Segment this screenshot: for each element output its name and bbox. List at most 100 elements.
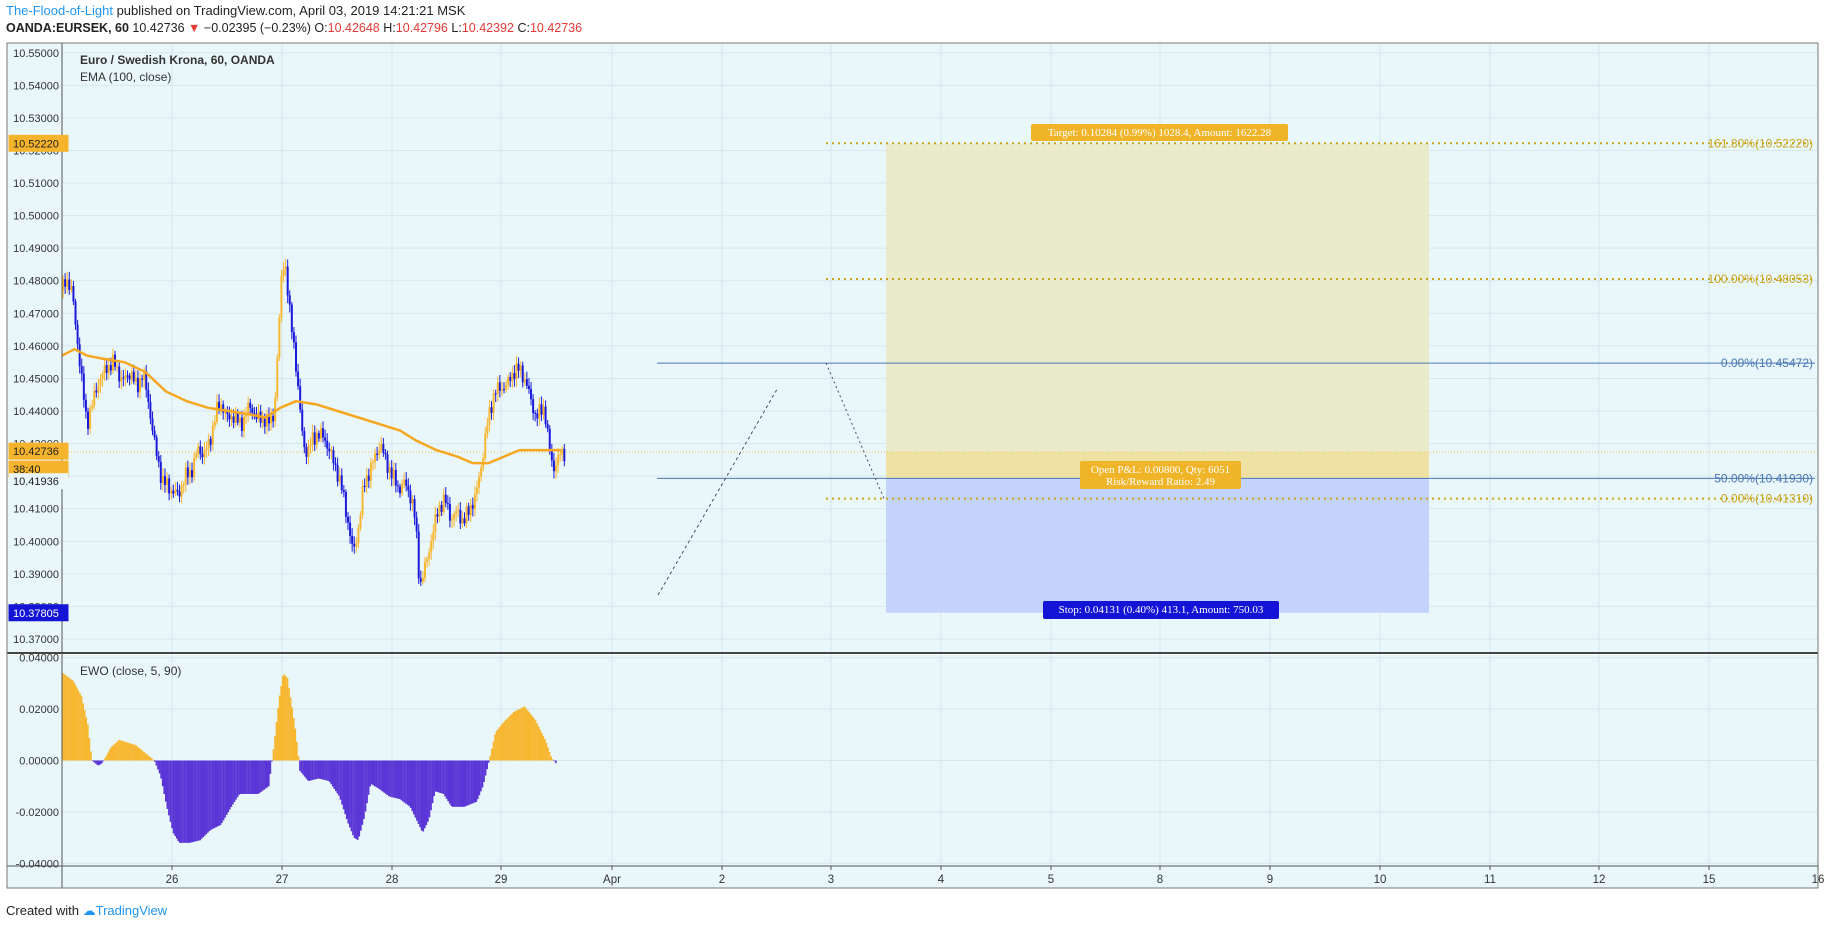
candle-down [122, 377, 125, 379]
candle-up [461, 518, 464, 524]
ewo-bar-negative [174, 760, 177, 836]
price-tick-label: 10.48000 [13, 276, 59, 288]
candle-down [149, 401, 152, 419]
ewo-bar-positive [540, 732, 543, 761]
ewo-bar-positive [503, 721, 506, 761]
ewo-bar-negative [369, 760, 372, 787]
low-label: L: [451, 21, 462, 35]
candle-down [178, 491, 181, 497]
ewo-bar-negative [263, 760, 265, 790]
candle-down [540, 404, 543, 415]
candle-down [267, 414, 270, 424]
author-link[interactable]: The-Flood-of-Light [6, 3, 113, 18]
ewo-bar-negative [437, 760, 440, 793]
candle-down [199, 446, 202, 455]
candle-down [334, 463, 337, 466]
candle-up [111, 354, 114, 371]
ewo-bar-negative [185, 760, 187, 843]
candle-up [276, 357, 279, 398]
candle-down [297, 371, 300, 387]
ewo-bar-negative [219, 760, 222, 826]
candle-down [413, 499, 416, 518]
candle-down [326, 440, 329, 449]
ewo-bar-negative [257, 760, 259, 794]
ewo-bar-positive [523, 706, 526, 761]
candle-down [552, 460, 555, 472]
candle-down [303, 431, 306, 448]
candle-down [126, 375, 129, 377]
ewo-bar-negative [439, 760, 442, 793]
candle-up [213, 421, 216, 426]
chart-title: Euro / Swedish Krona, 60, OANDA [80, 53, 275, 67]
ewo-bar-positive [296, 741, 298, 761]
ewo-bar-negative [193, 760, 195, 842]
ewo-bar-negative [271, 760, 273, 762]
ewo-bar-negative [194, 760, 197, 842]
candle-down [509, 376, 512, 382]
ewo-bar-negative [478, 760, 481, 796]
ewo-bar-negative [380, 760, 382, 791]
ewo-bar-negative [169, 760, 172, 822]
ewo-bar-negative [222, 760, 225, 821]
ewo-bar-positive [65, 675, 67, 761]
ewo-bar-positive [274, 735, 276, 761]
candle-down [532, 399, 535, 413]
ewo-bar-negative [249, 760, 251, 794]
tradingview-logo-icon: ☁ [82, 903, 96, 918]
candle-down [459, 509, 462, 524]
candle-up [538, 404, 541, 419]
ewo-bar-negative [328, 760, 331, 782]
candle-down [415, 517, 418, 532]
candle-up [143, 371, 146, 380]
time-tick-label: 9 [1267, 874, 1273, 886]
ewo-bar-negative [355, 760, 357, 839]
ewo-bar-positive [275, 721, 278, 761]
ewo-bar-positive [150, 758, 153, 761]
ewo-bar-negative [347, 760, 350, 824]
ewo-bar-negative [216, 760, 219, 827]
ewo-bar-positive [141, 750, 144, 761]
stop-label-box [1043, 601, 1279, 619]
candle-down [228, 414, 231, 420]
candle-up [365, 475, 368, 487]
ewo-bar-negative [155, 760, 158, 766]
ewo-bar-negative [172, 760, 175, 834]
candle-down [132, 371, 135, 382]
ewo-bar-negative [472, 760, 474, 804]
ewo-bar-positive [519, 708, 521, 761]
candle-up [203, 449, 206, 458]
tradingview-link[interactable]: TradingView [95, 903, 168, 918]
ewo-bar-positive [107, 752, 109, 761]
candle-up [220, 404, 223, 410]
candle-down [536, 413, 539, 419]
ewo-bar-positive [82, 703, 84, 761]
price-tag [8, 604, 69, 622]
candle-down [347, 516, 349, 523]
candle-down [471, 504, 474, 509]
ewo-bar-negative [218, 760, 220, 826]
candle-up [311, 432, 314, 445]
ewo-bar-negative [394, 760, 396, 798]
candle-down [563, 448, 566, 462]
candle-down [249, 402, 252, 409]
candle-up [238, 417, 241, 423]
candle-down [236, 411, 239, 423]
ewo-bar-negative [161, 760, 164, 787]
candle-up [359, 514, 362, 529]
candle-down [147, 389, 150, 402]
candle-down [153, 430, 156, 438]
ewo-bar-negative [442, 760, 445, 794]
candle-down [251, 408, 254, 413]
ewo-bar-negative [180, 760, 183, 843]
candle-up [557, 454, 560, 466]
ewo-bar-negative [336, 760, 339, 794]
candle-up [184, 467, 187, 485]
candle-down [76, 324, 79, 345]
candle-down [240, 417, 243, 431]
candle-up [496, 382, 499, 395]
ewo-bar-positive [127, 742, 130, 761]
ewo-bar-positive [111, 745, 114, 761]
candle-up [205, 448, 208, 450]
time-tick-label: Apr [603, 874, 621, 886]
